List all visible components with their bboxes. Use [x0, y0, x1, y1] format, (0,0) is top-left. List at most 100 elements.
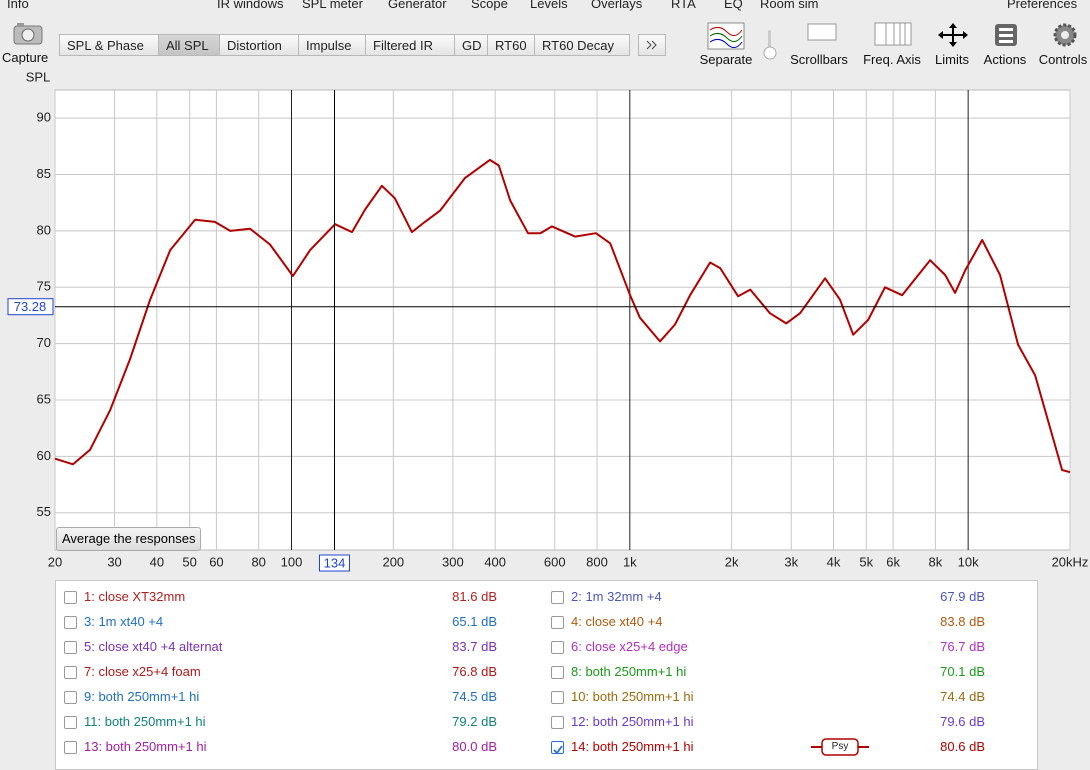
tab[interactable]: All SPL — [158, 34, 220, 56]
measurement-name[interactable]: 3: 1m xt40 +4 — [84, 614, 164, 629]
checkbox[interactable] — [64, 616, 77, 629]
x-tick-label: 10k — [958, 554, 979, 569]
menu-item[interactable]: Generator — [388, 0, 447, 11]
measurement-level: 67.9 dB — [940, 589, 985, 604]
cursor-x-label: 134 — [324, 555, 346, 570]
measurement-name[interactable]: 6: close x25+4 edge — [571, 639, 688, 654]
separate-icon[interactable] — [707, 22, 745, 50]
plot-area — [54, 89, 1071, 551]
y-tick-label: 85 — [37, 166, 51, 181]
x-tick-label: 50 — [182, 554, 196, 569]
x-tick-label: 6k — [886, 554, 900, 569]
measurement-name[interactable]: 2: 1m 32mm +4 — [571, 589, 662, 604]
measurement-name[interactable]: 7: close x25+4 foam — [84, 664, 201, 679]
controls-icon[interactable] — [1052, 22, 1078, 48]
checkbox[interactable] — [64, 591, 77, 604]
checkbox[interactable] — [551, 616, 564, 629]
measurement-name[interactable]: 8: both 250mm+1 hi — [571, 664, 687, 679]
x-tick-label: 30 — [107, 554, 121, 569]
tab[interactable]: RT60 — [487, 34, 535, 56]
x-tick-label: 20 — [48, 554, 62, 569]
tag-graphic — [811, 738, 869, 756]
measurement-level: 79.6 dB — [940, 714, 985, 729]
measurement-name[interactable]: 4: close xt40 +4 — [571, 614, 663, 629]
checkbox[interactable] — [551, 641, 564, 654]
check-mark — [553, 745, 563, 755]
tool-label[interactable]: Scrollbars — [790, 52, 848, 67]
measurement-name[interactable]: 14: both 250mm+1 hi — [571, 739, 694, 754]
menu-item[interactable]: Room sim — [760, 0, 819, 11]
cursor-y-box — [7, 298, 54, 316]
tool-label[interactable]: Actions — [983, 52, 1027, 67]
x-tick-label: 5k — [859, 554, 873, 569]
menu-item[interactable]: SPL meter — [302, 0, 363, 11]
checkbox[interactable] — [64, 641, 77, 654]
measurement-level: 76.7 dB — [940, 639, 985, 654]
cursor-y-label: 73.28 — [14, 299, 47, 314]
menu-item[interactable]: Info — [7, 0, 29, 11]
tool-label[interactable]: Limits — [935, 52, 969, 67]
menu-item[interactable]: Scope — [471, 0, 508, 11]
cursor-x-box — [318, 554, 350, 572]
measurement-name[interactable]: 11: both 250mm+1 hi — [84, 714, 206, 729]
measurement-name[interactable]: 1: close XT32mm — [84, 589, 186, 604]
y-tick-label: 70 — [37, 335, 51, 350]
y-tick-label: 55 — [37, 504, 51, 519]
x-tick-label: 200 — [382, 554, 404, 569]
tab[interactable]: Distortion — [219, 34, 299, 56]
checkbox[interactable] — [64, 741, 77, 754]
menu-item[interactable]: EQ — [724, 0, 743, 11]
capture-button[interactable]: Capture — [2, 50, 49, 65]
tab[interactable]: Impulse — [298, 34, 366, 56]
checkbox[interactable] — [64, 716, 77, 729]
checkbox[interactable] — [551, 666, 564, 679]
measurement-level: 70.1 dB — [940, 664, 985, 679]
measurement-level: 74.4 dB — [940, 689, 985, 704]
capture-icon[interactable] — [12, 22, 44, 46]
menu-item[interactable]: Overlays — [591, 0, 643, 11]
menu-item[interactable]: Preferences — [1007, 0, 1078, 11]
checkbox[interactable] — [551, 741, 564, 755]
average-button[interactable]: Average the responses — [56, 527, 202, 551]
slider[interactable] — [762, 28, 778, 62]
x-tick-label: 4k — [827, 554, 841, 569]
tool-label[interactable]: Controls — [1038, 52, 1088, 67]
tab[interactable]: Filtered IR — [365, 34, 455, 56]
measurement-level: 83.8 dB — [940, 614, 985, 629]
measurement-name[interactable]: 12: both 250mm+1 hi — [571, 714, 694, 729]
measurement-name[interactable]: 5: close xt40 +4 alternat — [84, 639, 223, 654]
limits-icon[interactable] — [935, 22, 971, 48]
measurement-name[interactable]: 13: both 250mm+1 hi — [84, 739, 207, 754]
checkbox[interactable] — [551, 591, 564, 604]
measurement-level: 74.5 dB — [452, 689, 497, 704]
checkbox[interactable] — [551, 691, 564, 704]
y-tick-label: 60 — [37, 448, 51, 463]
measurement-level: 79.2 dB — [452, 714, 497, 729]
x-tick-label: 300 — [442, 554, 464, 569]
x-tick-label: 100 — [281, 554, 303, 569]
x-tick-label: 1k — [623, 554, 637, 569]
measurement-name[interactable]: 10: both 250mm+1 hi — [571, 689, 694, 704]
freq-axis-icon[interactable] — [874, 22, 912, 48]
scrollbars-icon[interactable] — [806, 22, 838, 44]
tab[interactable]: RT60 Decay — [534, 34, 630, 56]
actions-icon[interactable] — [992, 22, 1020, 48]
checkbox[interactable] — [64, 691, 77, 704]
more-tabs[interactable] — [638, 34, 666, 56]
smoothing-tag: Psy — [811, 738, 869, 756]
checkbox[interactable] — [551, 716, 564, 729]
menu-item[interactable]: Levels — [530, 0, 568, 11]
tab[interactable]: GD — [454, 34, 488, 56]
y-tick-label: 75 — [37, 279, 51, 294]
measurement-name[interactable]: 9: both 250mm+1 hi — [84, 689, 200, 704]
tool-label[interactable]: Freq. Axis — [863, 52, 921, 67]
checkbox[interactable] — [64, 666, 77, 679]
menu-item[interactable]: IR windows — [217, 0, 284, 11]
y-tick-label: 80 — [37, 222, 51, 237]
menu-item[interactable]: RTA — [671, 0, 696, 11]
measurement-level: 80.0 dB — [452, 739, 497, 754]
x-tick-label: 800 — [586, 554, 608, 569]
tool-label[interactable]: Separate — [699, 52, 753, 67]
smoothing-label: Psy — [831, 741, 849, 752]
